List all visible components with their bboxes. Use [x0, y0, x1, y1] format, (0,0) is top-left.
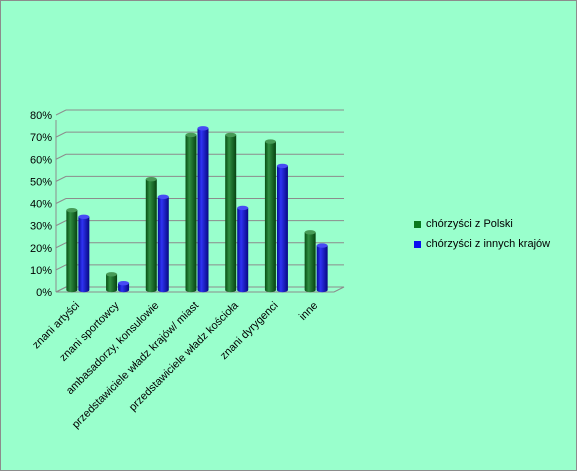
bar-other-countries: [118, 283, 130, 293]
y-tick-label: 50%: [30, 176, 52, 188]
gridline-side: [55, 264, 67, 271]
bar-top-poland: [106, 272, 118, 277]
bar-poland: [264, 141, 276, 293]
legend-swatch-poland: [414, 220, 421, 228]
legend-swatch-other-countries: [414, 240, 421, 248]
bar-poland: [66, 210, 78, 293]
y-tick-label: 30%: [30, 221, 52, 233]
gridline-side: [55, 286, 67, 293]
y-tick-label: 80%: [30, 110, 52, 122]
gridline-side: [55, 153, 67, 160]
bar-other-countries: [276, 165, 288, 293]
bar-poland: [225, 134, 237, 293]
bar-other-countries: [78, 216, 90, 293]
y-tick-label: 40%: [30, 199, 52, 211]
bar-top-poland: [66, 207, 78, 213]
bar-top-other-countries: [316, 243, 328, 248]
bar-top-poland: [225, 132, 237, 138]
y-tick-label: 10%: [30, 265, 52, 277]
bar-other-countries: [316, 245, 328, 293]
gridline-side: [55, 220, 67, 227]
legend-item-other-countries: chórzyści z innych krajów: [414, 234, 550, 254]
bar-top-other-countries: [237, 205, 249, 211]
bar-top-poland: [264, 139, 276, 144]
bar-other-countries: [237, 207, 249, 293]
bar-poland: [304, 232, 316, 293]
y-tick-label: 70%: [30, 132, 52, 144]
bar-top-other-countries: [157, 194, 169, 200]
gridline-side: [55, 109, 67, 116]
gridline-side: [55, 175, 67, 182]
legend-label-other-countries: chórzyści z innych krajów: [426, 238, 551, 250]
bar-top-other-countries: [118, 280, 130, 286]
gridline-side: [55, 242, 67, 249]
bar-poland: [185, 134, 197, 293]
bar-top-poland: [304, 230, 316, 235]
gridline-side: [55, 131, 67, 138]
bar-poland: [145, 179, 157, 293]
bar-top-other-countries: [78, 214, 90, 219]
gridline-side: [55, 198, 67, 204]
bar-other-countries: [157, 196, 169, 293]
y-tick-label: 20%: [30, 243, 52, 255]
x-category-label: inne: [297, 300, 320, 323]
y-tick-label: 0%: [36, 287, 52, 299]
bar-top-other-countries: [197, 126, 209, 131]
bar-top-poland: [145, 176, 157, 182]
legend-item-poland: chórzyści z Polski: [414, 214, 550, 234]
y-tick-label: 60%: [30, 154, 52, 166]
legend-label-poland: chórzyści z Polski: [426, 218, 513, 230]
bar-top-other-countries: [276, 163, 288, 169]
bar-other-countries: [197, 128, 209, 293]
legend: chórzyści z Polski chórzyści z innych kr…: [414, 214, 550, 254]
bar-top-poland: [185, 132, 197, 138]
bar-poland: [106, 274, 118, 293]
